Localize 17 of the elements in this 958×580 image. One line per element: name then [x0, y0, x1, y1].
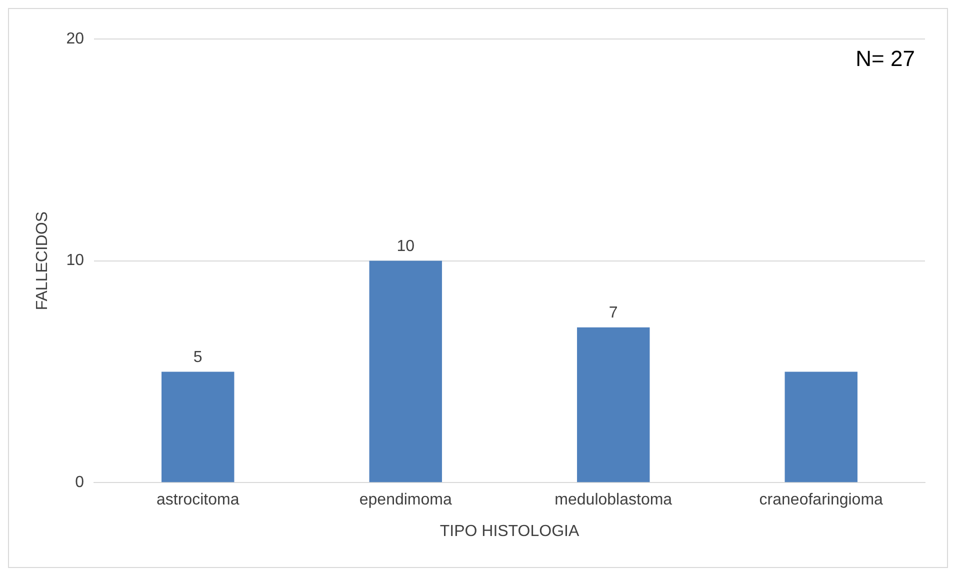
y-tick-label: 20: [66, 30, 84, 48]
data-label: 7: [608, 304, 618, 322]
data-label: 10: [396, 238, 415, 256]
bar: [577, 327, 650, 482]
x-tick-label: astrocitoma: [156, 492, 240, 509]
annotation: N= 27: [856, 46, 915, 72]
y-tick-label: 0: [75, 474, 84, 492]
x-tick-label: ependimoma: [359, 492, 452, 509]
bar: [162, 372, 234, 482]
bar: [369, 260, 442, 482]
x-axis-title: TIPO HISTOLOGIA: [440, 522, 580, 540]
data-label: 5: [193, 349, 202, 366]
y-tick-label: 10: [66, 252, 84, 270]
x-tick-label: craneofaringioma: [759, 492, 884, 509]
bar: [784, 372, 858, 482]
x-tick-label: meduloblastoma: [554, 492, 672, 509]
y-axis-title: FALLECIDOS: [34, 211, 52, 310]
